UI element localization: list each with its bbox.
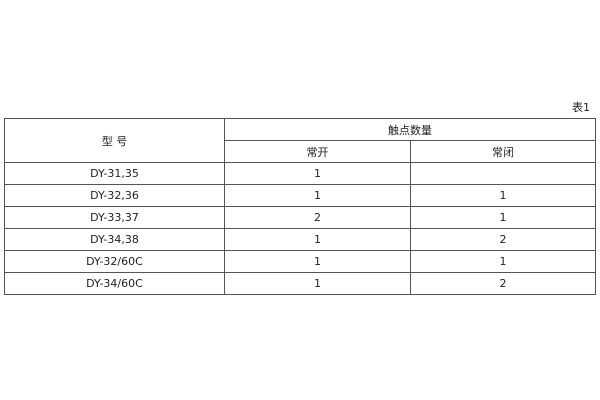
cell-nc: 2: [410, 228, 596, 251]
table-row: DY-32/60C 1 1: [4, 250, 596, 273]
header-contacts: 触点数量: [224, 118, 596, 141]
cell-model: DY-32/60C: [4, 250, 225, 273]
table-row: DY-34/60C 1 2: [4, 272, 596, 295]
cell-nc: 1: [410, 250, 596, 273]
cell-model: DY-31,35: [4, 162, 225, 185]
cell-nc: 2: [410, 272, 596, 295]
cell-nc: [410, 162, 596, 185]
cell-nc: 1: [410, 206, 596, 229]
cell-model: DY-33,37: [4, 206, 225, 229]
cell-no: 1: [224, 228, 411, 251]
cell-no: 1: [224, 272, 411, 295]
contact-table: 型 号 触点数量 常开 常闭 DY-31,35 1 DY-32,36 1 1 DY-3…: [4, 118, 596, 295]
cell-no: 1: [224, 184, 411, 207]
cell-nc: 1: [410, 184, 596, 207]
header-model: 型 号: [4, 118, 225, 163]
header-normally-open: 常开: [224, 140, 411, 163]
cell-model: DY-34/60C: [4, 272, 225, 295]
cell-no: 2: [224, 206, 411, 229]
table-caption: 表1: [572, 101, 590, 114]
cell-no: 1: [224, 250, 411, 273]
header-normally-closed: 常闭: [410, 140, 596, 163]
cell-no: 1: [224, 162, 411, 185]
table-row: DY-33,37 2 1: [4, 206, 596, 229]
cell-model: DY-32,36: [4, 184, 225, 207]
table-row: DY-34,38 1 2: [4, 228, 596, 251]
table-row: DY-32,36 1 1: [4, 184, 596, 207]
table-row: DY-31,35 1: [4, 162, 596, 185]
cell-model: DY-34,38: [4, 228, 225, 251]
